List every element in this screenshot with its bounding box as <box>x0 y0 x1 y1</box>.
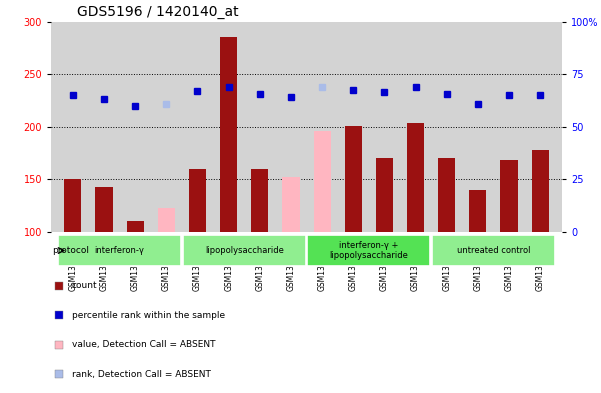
Bar <box>96 187 112 232</box>
Bar <box>432 235 555 266</box>
Bar <box>376 158 393 232</box>
Bar <box>407 123 424 232</box>
Text: GDS5196 / 1420140_at: GDS5196 / 1420140_at <box>77 5 238 19</box>
Text: rank, Detection Call = ABSENT: rank, Detection Call = ABSENT <box>72 370 210 379</box>
Bar <box>58 235 182 266</box>
Text: protocol: protocol <box>52 246 89 255</box>
Bar <box>64 179 82 232</box>
Text: untreated control: untreated control <box>457 246 530 255</box>
Text: lipopolysaccharide: lipopolysaccharide <box>205 246 284 255</box>
Bar <box>314 131 331 232</box>
Bar <box>307 235 430 266</box>
Bar <box>189 169 206 232</box>
Text: percentile rank within the sample: percentile rank within the sample <box>72 311 225 320</box>
Bar <box>469 190 486 232</box>
Bar <box>531 150 549 232</box>
Bar <box>183 235 306 266</box>
Text: count: count <box>72 281 97 290</box>
Bar <box>344 126 362 232</box>
Bar <box>501 160 517 232</box>
Bar <box>127 221 144 232</box>
Text: interferon-γ +
lipopolysaccharide: interferon-γ + lipopolysaccharide <box>329 241 408 260</box>
Text: interferon-γ: interferon-γ <box>95 246 145 255</box>
Bar <box>282 177 299 232</box>
Text: value, Detection Call = ABSENT: value, Detection Call = ABSENT <box>72 340 215 349</box>
Bar <box>220 37 237 232</box>
Bar <box>158 208 175 232</box>
Bar <box>438 158 455 232</box>
Bar <box>251 169 269 232</box>
